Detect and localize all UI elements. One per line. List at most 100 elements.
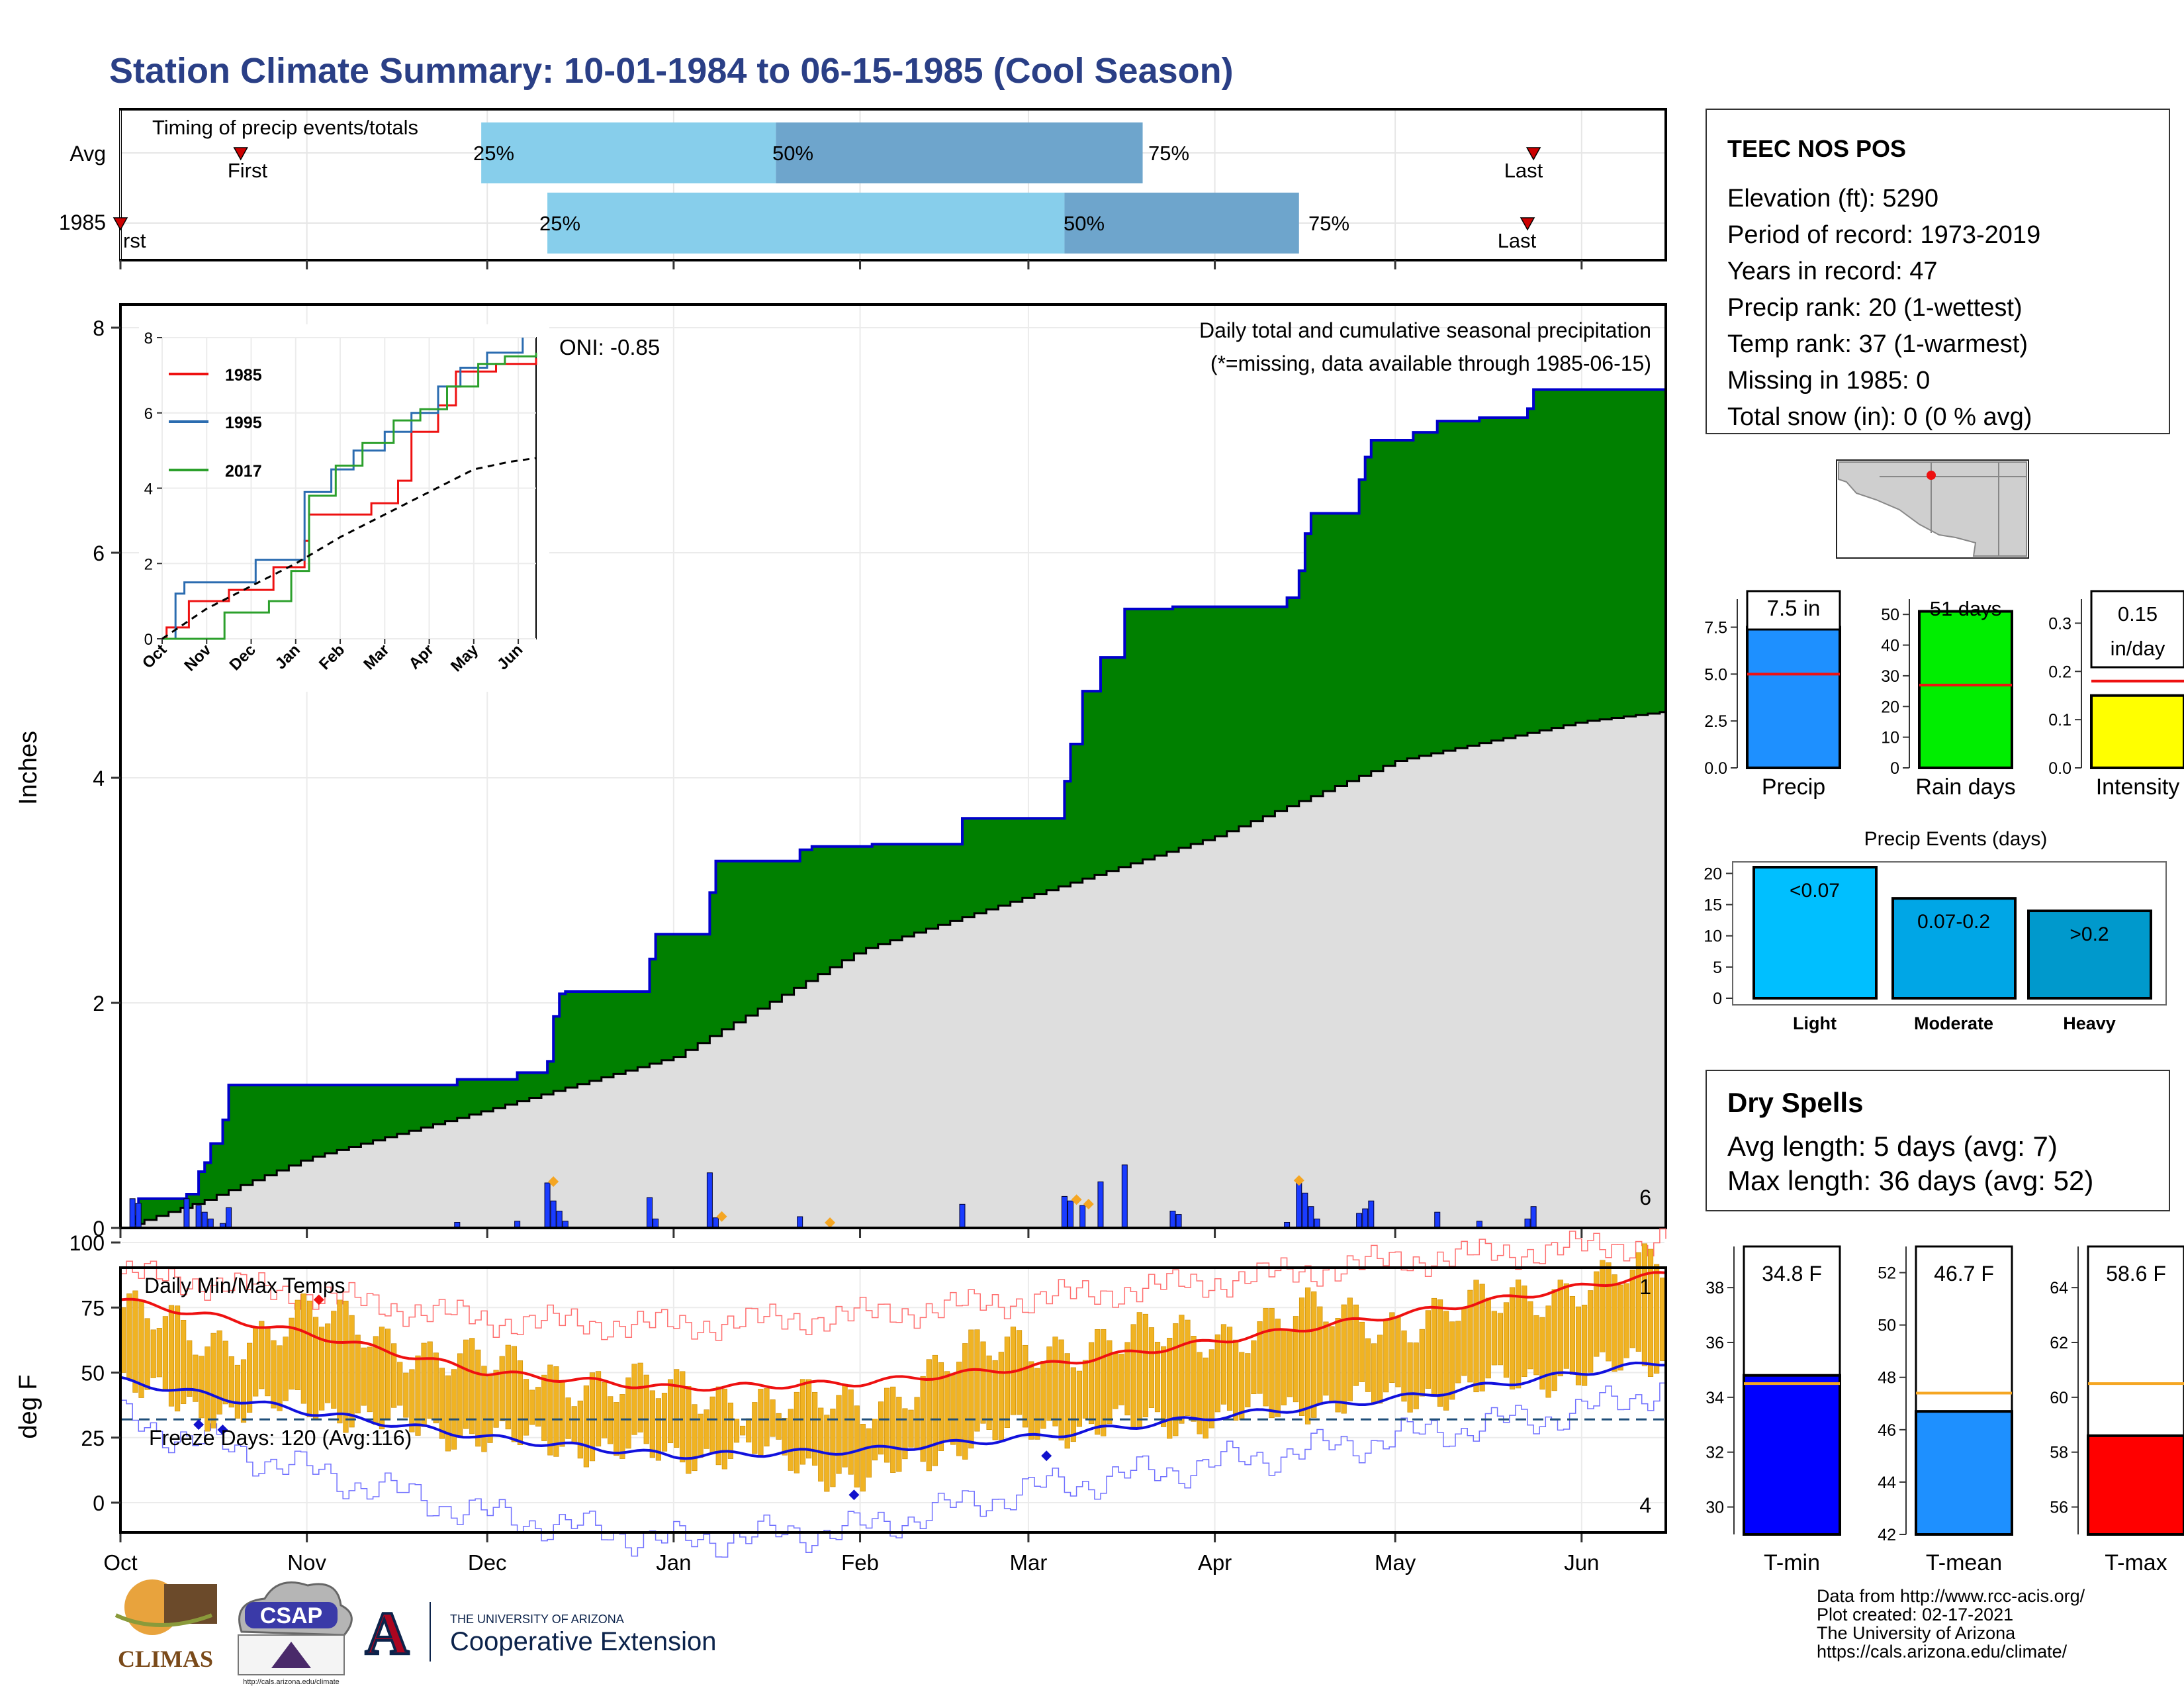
record-marker-3	[848, 1489, 860, 1501]
events-bar-heavy	[2027, 910, 2152, 1000]
temp-top-count: 1	[1639, 1275, 1651, 1299]
csap-logo-plate	[245, 1602, 338, 1628]
precip-events-bars: 0 5 10 15 20 <0.07 Light 0.07-0.2 Moderate >0.2 He…	[1704, 861, 2167, 1033]
csap-logo: CSAP http://cals.arizona.edu/climate	[238, 1581, 353, 1686]
daily-temp-range-bar-152	[1034, 1368, 1040, 1440]
timing-marker-0-first	[233, 147, 248, 161]
daily-precip-bar-25	[1169, 1211, 1176, 1229]
daily-temp-range-bar-36	[337, 1299, 343, 1424]
rain-days-tick-label-5: 50	[1881, 606, 1899, 624]
daily-temp-range-bar-217	[1425, 1310, 1431, 1389]
daily-temp-range-bar-39	[355, 1335, 361, 1414]
temp-bar-chart-tmean: 42 44 46 48 50 52 46.7 F T-mean	[1878, 1245, 2013, 1575]
daily-temp-range-bar-164	[1107, 1340, 1113, 1425]
inset-legend-1995: 1995	[225, 414, 262, 432]
daily-temp-range-bar-222	[1455, 1321, 1461, 1383]
daily-temp-range-bar-143	[980, 1341, 986, 1424]
dry-spells-max: Max length: 36 days (avg: 52)	[1727, 1165, 2093, 1196]
temp-bottom-count: 4	[1639, 1493, 1651, 1517]
daily-precip-bar-30	[1308, 1206, 1314, 1229]
temp-y-axis-title: deg F	[15, 1374, 42, 1438]
tmean-tick-label-44: 44	[1878, 1474, 1896, 1492]
daily-temp-range-bar-76	[577, 1400, 583, 1459]
precip-events-title: Precip Events (days)	[1864, 828, 2048, 850]
daily-temp-range-bar-57	[463, 1339, 469, 1429]
daily-temp-range-bar-211	[1389, 1312, 1395, 1383]
daily-temp-range-bar-79	[595, 1371, 602, 1447]
inset-grid	[161, 337, 536, 639]
daily-temp-range-bar-45	[391, 1343, 397, 1408]
intensity-value-box	[2090, 590, 2184, 669]
daily-temp-range-bar-155	[1052, 1336, 1058, 1427]
precip-y-tick-label-6: 6	[93, 541, 105, 565]
csap-logo-text: CSAP	[260, 1603, 322, 1628]
tmin-tick-label-32: 32	[1706, 1444, 1724, 1462]
precip-corner-count: 6	[1639, 1186, 1651, 1209]
daily-temp-range-bar-86	[637, 1362, 643, 1432]
daily-temp-range-bar-25	[271, 1340, 277, 1409]
daily-temp-range-bar-106	[758, 1389, 764, 1456]
timing-marker-1-last	[1520, 217, 1535, 231]
precip-flag-marker-5	[1293, 1175, 1304, 1186]
daily-temp-range-bar-94	[686, 1385, 692, 1474]
month-label-Jun: Jun	[1564, 1550, 1599, 1575]
rain-days-tick-label-0: 0	[1890, 759, 1899, 778]
daily-temp-range-bar-75	[571, 1406, 577, 1444]
temp-y-tick-label-0: 0	[93, 1491, 105, 1515]
daily-precip-bar-31	[1314, 1218, 1320, 1229]
tmin-value-label: 34.8 F	[1762, 1262, 1822, 1286]
daily-temp-range-bar-74	[565, 1397, 571, 1439]
inset-line-1985	[162, 358, 537, 640]
daily-temp-range-bar-228	[1491, 1311, 1497, 1366]
daily-temp-range-bar-104	[746, 1418, 752, 1442]
rain-days-value-label: 51 days	[1930, 597, 2002, 620]
daily-temp-range-bar-158	[1070, 1367, 1076, 1442]
daily-temp-range-bar-173	[1161, 1346, 1167, 1427]
daily-temp-range-bar-65	[511, 1346, 517, 1442]
daily-temp-range-bar-47	[403, 1372, 409, 1418]
rain-days-tick-label-1: 10	[1881, 729, 1899, 747]
timing-bar-0-q2	[481, 122, 776, 183]
daily-temp-range-bar-253	[1641, 1243, 1648, 1366]
daily-precip-bar-33	[1362, 1208, 1369, 1229]
inset-line-1995	[162, 338, 524, 640]
month-label-Mar: Mar	[1010, 1550, 1048, 1575]
intensity-bar	[2090, 694, 2184, 769]
precip-value-label: 7.5 in	[1767, 596, 1821, 620]
daily-temp-range-bar-245	[1594, 1271, 1600, 1357]
dry-spells-box: Dry Spells Avg length: 5 days (avg: 7) M…	[1706, 1070, 2170, 1211]
daily-temp-range-bar-70	[541, 1374, 547, 1441]
daily-temp-range-bar-122	[854, 1405, 860, 1488]
footer-university: The University of Arizona	[1817, 1623, 2016, 1643]
station-period: Period of record: 1973-2019	[1727, 221, 2040, 249]
precip-tick-label-0: 0.0	[1704, 759, 1727, 778]
daily-temp-range-bar-244	[1588, 1290, 1594, 1373]
events-category-moderate: Moderate	[1914, 1013, 1993, 1033]
daily-temp-range-bar-66	[517, 1360, 523, 1445]
precip-y-axis: 0 2 4 6 8	[93, 316, 120, 1241]
events-tick-label-10: 10	[1704, 927, 1722, 946]
daily-temp-range-bar-41	[367, 1346, 373, 1413]
daily-temp-range-bar-252	[1635, 1252, 1641, 1352]
events-tick-label-15: 15	[1704, 896, 1722, 915]
month-label-Nov: Nov	[287, 1550, 326, 1575]
daily-temp-range-bar-84	[625, 1377, 631, 1449]
timing-panel: Timing of precip events/totals Avg 1985 …	[59, 108, 1667, 269]
daily-temp-range-bar-71	[547, 1364, 553, 1456]
record-marker-4	[1041, 1450, 1052, 1462]
daily-precip-bar-28	[1296, 1181, 1302, 1229]
timing-avg-p75-label: 75%	[1148, 142, 1189, 165]
daily-temp-range-bar-10	[181, 1319, 187, 1404]
dry-spells-title: Dry Spells	[1727, 1087, 1863, 1118]
daily-temp-range-bar-135	[932, 1354, 938, 1466]
precip-y-tick-label-4: 4	[93, 767, 105, 790]
daily-temp-range-bar-142	[974, 1329, 980, 1432]
ua-logo-letter: A	[365, 1599, 409, 1667]
daily-temp-range-bar-146	[998, 1352, 1004, 1440]
daily-temp-range-bar-92	[674, 1369, 680, 1448]
daily-temp-range-bar-42	[373, 1336, 379, 1425]
temp-y-tick-label-75: 75	[81, 1296, 105, 1320]
daily-precip-bar-4	[201, 1211, 208, 1229]
daily-temp-range-bar-2	[132, 1290, 138, 1393]
